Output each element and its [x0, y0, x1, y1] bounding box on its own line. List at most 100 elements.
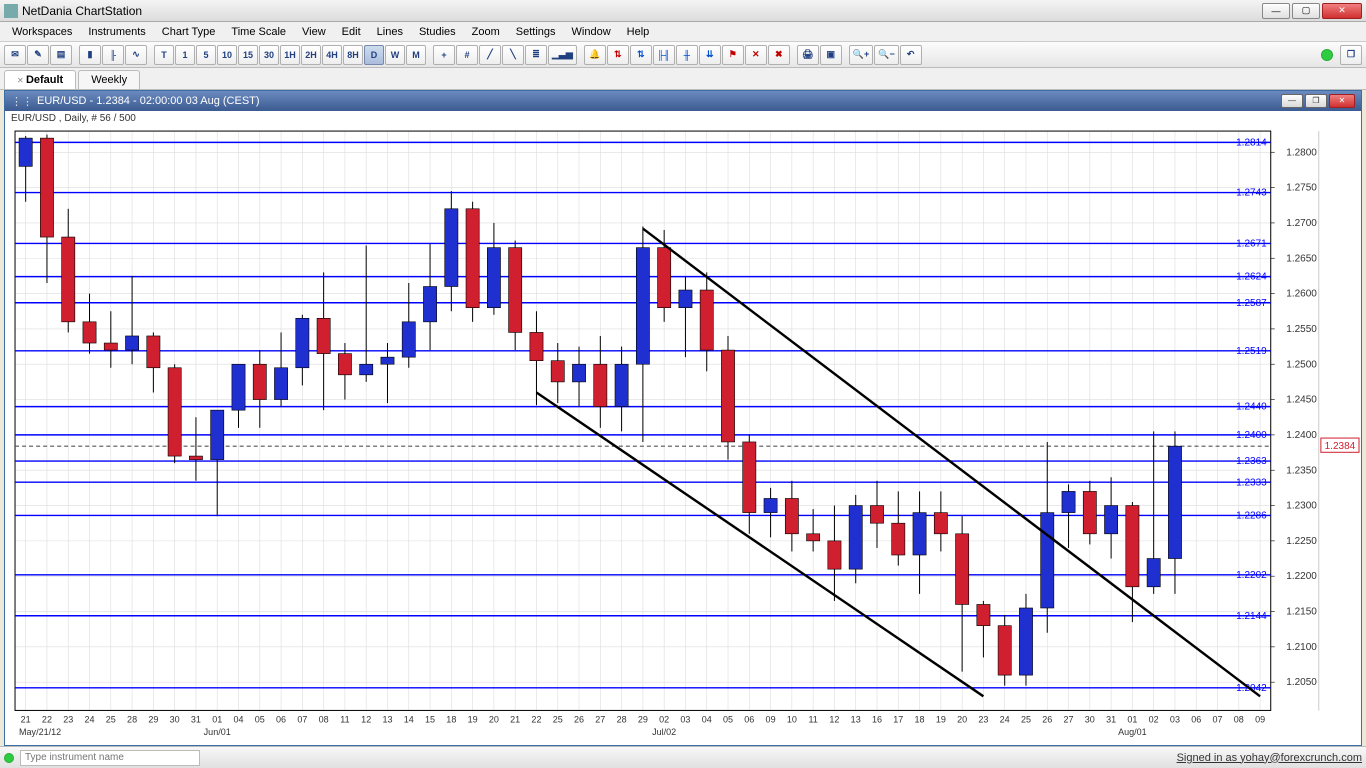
timeframe-w[interactable]: W [385, 45, 405, 65]
svg-text:08: 08 [1234, 715, 1244, 725]
chart-close-button[interactable]: ✕ [1329, 94, 1355, 108]
svg-text:08: 08 [319, 715, 329, 725]
popout-icon[interactable]: ❐ [1340, 45, 1362, 65]
tabbar: DefaultWeekly [0, 68, 1366, 90]
close-button[interactable]: ✕ [1322, 3, 1362, 19]
timeframe-30[interactable]: 30 [259, 45, 279, 65]
delete-all-icon[interactable]: ✖ [768, 45, 790, 65]
svg-text:May/21/12: May/21/12 [19, 727, 61, 737]
grid-icon[interactable]: # [456, 45, 478, 65]
chart-min-button[interactable]: — [1281, 94, 1303, 108]
chart-header-icon: ⋮⋮ [11, 95, 33, 108]
svg-text:31: 31 [1106, 715, 1116, 725]
menu-time-scale[interactable]: Time Scale [223, 24, 294, 40]
svg-text:1.2750: 1.2750 [1286, 183, 1317, 194]
menu-settings[interactable]: Settings [508, 24, 564, 40]
svg-text:19: 19 [936, 715, 946, 725]
svg-text:1.2144: 1.2144 [1236, 611, 1267, 622]
svg-text:1.2400: 1.2400 [1236, 430, 1267, 441]
chart-icon[interactable]: ▤ [50, 45, 72, 65]
svg-text:12: 12 [361, 715, 371, 725]
svg-text:1.2250: 1.2250 [1286, 536, 1317, 547]
delete-x-icon[interactable]: ✕ [745, 45, 767, 65]
chart-header[interactable]: ⋮⋮ EUR/USD - 1.2384 - 02:00:00 03 Aug (C… [5, 91, 1361, 111]
study-a-icon[interactable]: ⇅ [607, 45, 629, 65]
minimize-button[interactable]: — [1262, 3, 1290, 19]
timeframe-8h[interactable]: 8H [343, 45, 363, 65]
trendline-icon[interactable]: ╱ [479, 45, 501, 65]
zoom-out-icon[interactable]: 🔍− [874, 45, 898, 65]
menu-lines[interactable]: Lines [369, 24, 411, 40]
chart-plot[interactable]: 1.20421.21441.22021.22861.23331.23631.24… [5, 127, 1361, 745]
menubar: WorkspacesInstrumentsChart TypeTime Scal… [0, 22, 1366, 42]
study-b-icon[interactable]: ⇅ [630, 45, 652, 65]
menu-window[interactable]: Window [564, 24, 619, 40]
study-c-icon[interactable]: ╟╢ [653, 45, 675, 65]
svg-text:23: 23 [978, 715, 988, 725]
svg-text:1.2671: 1.2671 [1236, 238, 1267, 249]
menu-chart-type[interactable]: Chart Type [154, 24, 224, 40]
timeframe-1[interactable]: 1 [175, 45, 195, 65]
fib-icon[interactable]: ≣ [525, 45, 547, 65]
line-tool-icon[interactable]: ╲ [502, 45, 524, 65]
svg-text:1.2624: 1.2624 [1236, 272, 1267, 283]
svg-text:26: 26 [1042, 715, 1052, 725]
svg-text:Jun/01: Jun/01 [204, 727, 231, 737]
timeframe-4h[interactable]: 4H [322, 45, 342, 65]
study-e-icon[interactable]: ⇊ [699, 45, 721, 65]
timeframe-5[interactable]: 5 [196, 45, 216, 65]
svg-text:Aug/01: Aug/01 [1118, 727, 1147, 737]
tab-default[interactable]: Default [4, 70, 76, 89]
timeframe-15[interactable]: 15 [238, 45, 258, 65]
export-icon[interactable]: ▣ [820, 45, 842, 65]
svg-text:23: 23 [63, 715, 73, 725]
timeframe-m[interactable]: M [406, 45, 426, 65]
svg-text:30: 30 [1085, 715, 1095, 725]
timeframe-2h[interactable]: 2H [301, 45, 321, 65]
svg-text:21: 21 [510, 715, 520, 725]
undo-icon[interactable]: ↶ [900, 45, 922, 65]
menu-studies[interactable]: Studies [411, 24, 464, 40]
menu-view[interactable]: View [294, 24, 334, 40]
svg-text:21: 21 [21, 715, 31, 725]
chart-max-button[interactable]: ❐ [1305, 94, 1327, 108]
timeframe-t[interactable]: T [154, 45, 174, 65]
timeframe-1h[interactable]: 1H [280, 45, 300, 65]
menu-instruments[interactable]: Instruments [80, 24, 153, 40]
svg-text:06: 06 [1191, 715, 1201, 725]
maximize-button[interactable]: ▢ [1292, 3, 1320, 19]
svg-text:1.2800: 1.2800 [1286, 147, 1317, 158]
print-icon[interactable]: 🖨 [797, 45, 819, 65]
svg-text:1.2600: 1.2600 [1286, 289, 1317, 300]
volume-icon[interactable]: ▁▃▅ [548, 45, 577, 65]
svg-text:1.2587: 1.2587 [1236, 298, 1267, 309]
alert-icon[interactable]: 🔔 [584, 45, 606, 65]
menu-workspaces[interactable]: Workspaces [4, 24, 80, 40]
svg-text:28: 28 [617, 715, 627, 725]
workspace-open-icon[interactable]: ✉ [4, 45, 26, 65]
crosshair-icon[interactable]: + [433, 45, 455, 65]
svg-text:28: 28 [127, 715, 137, 725]
svg-text:13: 13 [851, 715, 861, 725]
tab-weekly[interactable]: Weekly [78, 70, 140, 89]
menu-zoom[interactable]: Zoom [464, 24, 508, 40]
line-type-icon[interactable]: ∿ [125, 45, 147, 65]
bar-type-icon[interactable]: ╟ [102, 45, 124, 65]
menu-edit[interactable]: Edit [334, 24, 369, 40]
timeframe-d[interactable]: D [364, 45, 384, 65]
svg-text:1.2350: 1.2350 [1286, 465, 1317, 476]
svg-text:24: 24 [1000, 715, 1010, 725]
svg-text:1.2100: 1.2100 [1286, 642, 1317, 653]
candle-type-icon[interactable]: ▮ [79, 45, 101, 65]
menu-help[interactable]: Help [619, 24, 658, 40]
timeframe-10[interactable]: 10 [217, 45, 237, 65]
edit-icon[interactable]: ✎ [27, 45, 49, 65]
instrument-search-input[interactable] [20, 750, 200, 766]
signed-in-label[interactable]: Signed in as yohay@forexcrunch.com [1177, 752, 1362, 764]
flag-icon[interactable]: ⚑ [722, 45, 744, 65]
zoom-in-icon[interactable]: 🔍+ [849, 45, 873, 65]
study-d-icon[interactable]: ╫ [676, 45, 698, 65]
svg-text:03: 03 [680, 715, 690, 725]
svg-text:07: 07 [297, 715, 307, 725]
svg-text:1.2384: 1.2384 [1325, 441, 1356, 452]
